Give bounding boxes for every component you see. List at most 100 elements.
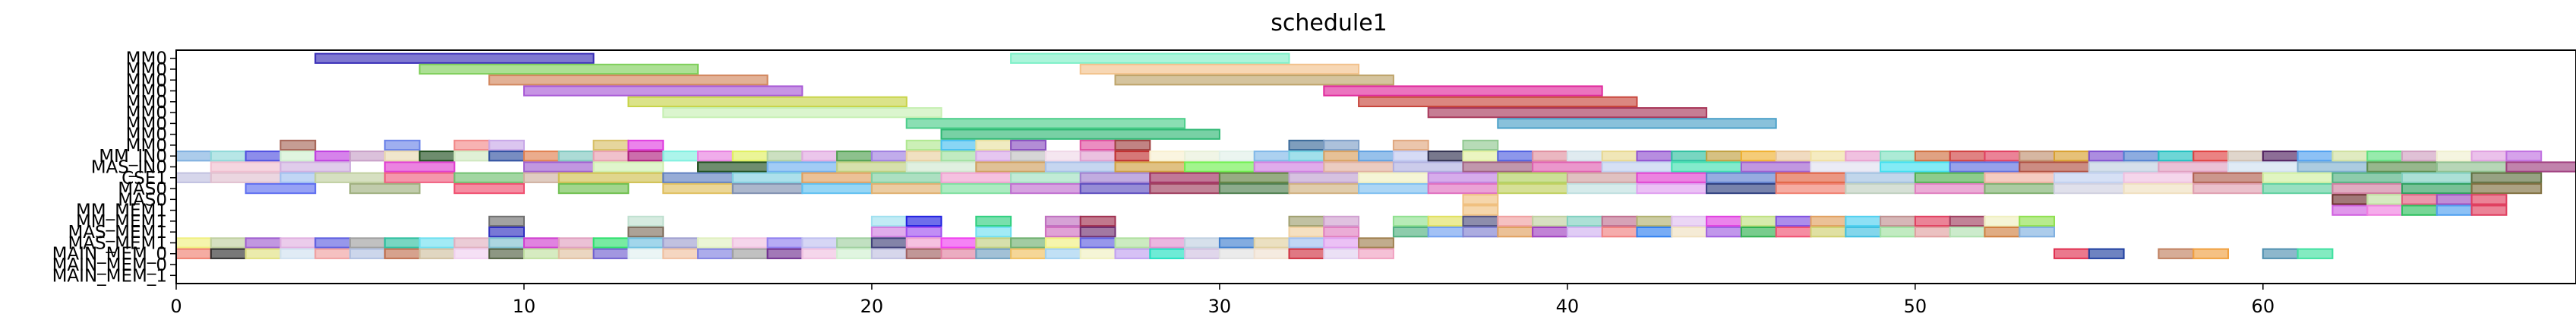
- task-bar: [1044, 215, 1081, 227]
- x-tick-label: 30: [1208, 296, 1232, 317]
- task-bar: [766, 237, 803, 249]
- task-bar: [2505, 151, 2543, 162]
- task-bar: [1288, 227, 1325, 238]
- task-bar: [1497, 172, 1568, 183]
- task-bar: [2192, 151, 2229, 162]
- task-bar: [1010, 151, 1046, 162]
- y-tick-label: CSE1: [122, 169, 167, 189]
- task-bar: [1288, 248, 1325, 259]
- y-tick-label: MM0: [126, 93, 167, 113]
- task-bar: [1044, 227, 1081, 238]
- task-bar: [1810, 227, 1847, 238]
- task-bar: [1218, 151, 1255, 162]
- task-bar: [1880, 151, 1916, 162]
- task-bar: [210, 172, 282, 183]
- task-bar: [662, 248, 699, 259]
- task-bar: [523, 248, 560, 259]
- task-bar: [1949, 227, 1986, 238]
- task-bar: [453, 172, 526, 183]
- task-bar: [870, 151, 908, 162]
- task-bar: [905, 227, 942, 238]
- task-bar: [1010, 172, 1081, 183]
- x-tick-label: 0: [170, 296, 182, 317]
- task-bar: [905, 248, 942, 259]
- task-bar: [1949, 151, 1986, 162]
- task-bar: [1288, 151, 1325, 162]
- task-bar: [1914, 172, 1986, 183]
- task-bar: [523, 85, 803, 97]
- task-bar: [488, 74, 769, 86]
- task-bar: [2366, 204, 2403, 216]
- task-bar: [2019, 151, 2055, 162]
- task-bar: [1462, 139, 1499, 151]
- task-bar: [1323, 227, 1360, 238]
- task-bar: [1984, 151, 2021, 162]
- task-bar: [279, 161, 351, 173]
- task-bar: [697, 248, 734, 259]
- task-bar: [1427, 172, 1499, 183]
- y-tick-label: MM_MEM1: [76, 201, 167, 221]
- task-bar: [1218, 248, 1255, 259]
- task-bar: [1010, 139, 1046, 151]
- task-bar: [1149, 182, 1220, 195]
- task-bar: [1671, 227, 1708, 238]
- task-bar: [2123, 151, 2160, 162]
- task-bar: [2297, 248, 2334, 259]
- task-bar: [1079, 151, 1116, 162]
- task-bar: [279, 139, 317, 151]
- task-bar: [1810, 151, 1847, 162]
- task-bar: [2401, 151, 2438, 162]
- task-bar: [1010, 237, 1046, 249]
- task-bar: [1775, 182, 1847, 195]
- y-tick-label: MM0: [126, 125, 167, 145]
- task-bar: [1184, 161, 1255, 173]
- task-bar: [870, 215, 908, 227]
- task-bar: [1253, 248, 1290, 259]
- task-bar: [1984, 182, 2055, 195]
- task-bar: [210, 248, 247, 259]
- task-bar: [627, 151, 665, 162]
- task-bar: [453, 139, 491, 151]
- task-bar: [1775, 172, 1847, 183]
- task-bar: [2366, 194, 2403, 205]
- task-bar: [697, 151, 734, 162]
- task-bar: [1810, 161, 1882, 173]
- task-bar: [940, 128, 1220, 140]
- task-bar: [453, 151, 491, 162]
- task-bar: [1149, 172, 1220, 183]
- task-bar: [557, 151, 595, 162]
- task-bar: [1845, 172, 1916, 183]
- y-tick-label: MM0: [126, 136, 167, 156]
- task-bar: [279, 237, 317, 249]
- task-bar: [418, 237, 456, 249]
- task-bar: [975, 215, 1012, 227]
- task-bar: [488, 248, 526, 259]
- task-bar: [1845, 215, 1882, 227]
- task-bar: [1184, 151, 1220, 162]
- task-bar: [349, 151, 386, 162]
- task-bar: [523, 237, 560, 249]
- task-bar: [1636, 215, 1673, 227]
- task-bar: [1636, 172, 1708, 183]
- task-bar: [1671, 161, 1742, 173]
- x-tick-label: 20: [860, 296, 884, 317]
- task-bar: [2227, 151, 2264, 162]
- task-bar: [1497, 182, 1568, 195]
- task-bar: [175, 172, 212, 183]
- task-bar: [1288, 172, 1360, 183]
- task-bar: [2054, 151, 2090, 162]
- task-bar: [2366, 161, 2438, 173]
- task-bar: [1601, 151, 1638, 162]
- task-bar: [418, 63, 699, 75]
- y-tick-label: MM0: [126, 103, 167, 123]
- task-bar: [836, 248, 873, 259]
- task-bar: [1984, 215, 2021, 227]
- task-bar: [1671, 215, 1708, 227]
- task-bar: [2019, 215, 2055, 227]
- task-bar: [314, 151, 352, 162]
- task-bar: [592, 139, 630, 151]
- task-bar: [1218, 172, 1290, 183]
- task-bar: [1044, 161, 1116, 173]
- task-bar: [1149, 248, 1186, 259]
